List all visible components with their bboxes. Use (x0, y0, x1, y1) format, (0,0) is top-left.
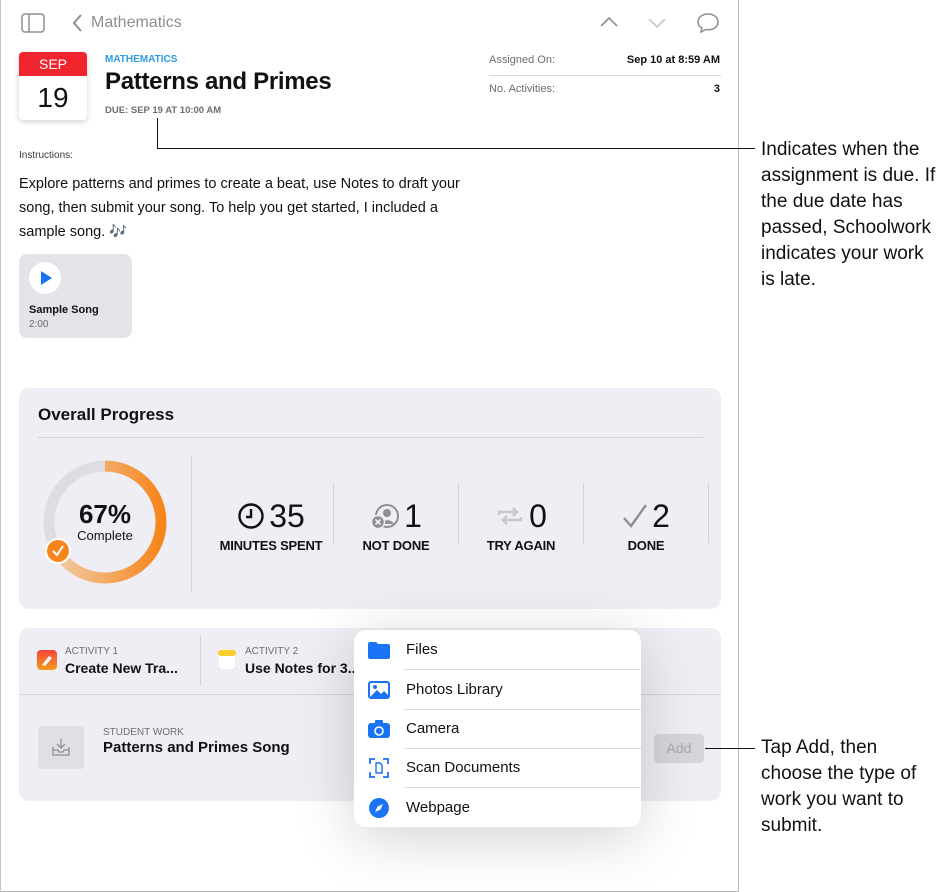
stat-label: DONE (627, 538, 665, 553)
percent-value: 67% (78, 499, 132, 529)
chevron-down-icon[interactable] (647, 17, 667, 29)
progress-title: Overall Progress (38, 405, 175, 424)
back-label: Mathematics (91, 14, 182, 31)
activity-title: Create New Tra... (65, 660, 178, 676)
divider (191, 457, 192, 592)
due-date-text: DUE: SEP 19 AT 10:00 AM (105, 105, 222, 116)
divider (38, 437, 703, 438)
subject-label: MATHEMATICS (105, 54, 178, 65)
repeat-icon (497, 507, 523, 525)
callout-line (157, 118, 159, 149)
divider (489, 75, 721, 76)
callout-add: Tap Add, then choose the type of work yo… (761, 737, 917, 836)
stat-value: 0 (529, 498, 547, 534)
menu-item-camera[interactable]: Camera (354, 709, 641, 748)
activities-count-value: 3 (713, 83, 720, 95)
menu-item-photos-library[interactable]: Photos Library (354, 670, 641, 709)
student-work-title: Patterns and Primes Song (103, 739, 290, 756)
chevron-left-icon (72, 14, 82, 32)
menu-item-webpage[interactable]: Webpage (354, 788, 641, 827)
ipad-screen: Mathematics SEP 19 MATHEMATICS Patterns … (0, 0, 739, 892)
folder-icon (368, 641, 390, 659)
stat-not-done: 1 NOT DONE (334, 498, 458, 553)
chevron-up-icon[interactable] (599, 16, 619, 28)
scan-icon (369, 757, 389, 778)
sidebar-icon[interactable] (21, 13, 45, 33)
menu-item-label: Scan Documents (406, 759, 521, 776)
instructions-label: Instructions: (19, 150, 73, 161)
percent-caption: Complete (77, 528, 133, 543)
notes-icon (218, 650, 236, 670)
stat-try-again: 0 TRY AGAIN (459, 498, 583, 553)
compass-icon (369, 797, 389, 818)
overall-progress-card: Overall Progress 67% Complete 35 MINUTES… (19, 388, 721, 609)
stat-done: 2 DONE (584, 498, 708, 553)
callout-due: Indicates when the assignment is due. If… (761, 139, 936, 290)
progress-ring-fill (43, 460, 167, 584)
person-x-icon (370, 504, 400, 530)
calendar-month: SEP (19, 52, 87, 76)
camera-icon (368, 719, 390, 738)
instructions-text: Explore patterns and primes to create a … (19, 176, 460, 240)
menu-item-scan-documents[interactable]: Scan Documents (354, 748, 641, 787)
inbox-download-icon (52, 739, 70, 756)
divider (200, 636, 201, 686)
sample-song-duration: 2:00 (29, 319, 49, 330)
activity-label: ACTIVITY 1 (65, 646, 119, 657)
assigned-on-value: Sep 10 at 8:59 AM (626, 54, 720, 66)
stat-value: 35 (269, 498, 305, 534)
stat-label: TRY AGAIN (486, 538, 556, 553)
stat-label: MINUTES SPENT (219, 538, 323, 553)
menu-item-label: Photos Library (406, 681, 503, 698)
menu-item-label: Files (406, 641, 438, 658)
activities-count-label: No. Activities: (489, 83, 556, 95)
garageband-icon (37, 650, 57, 670)
back-button[interactable]: Mathematics (72, 13, 182, 33)
checkmark-icon (623, 504, 648, 528)
activity-1[interactable]: ACTIVITY 1 Create New Tra... (19, 628, 199, 694)
play-icon[interactable] (29, 262, 61, 294)
complete-check-icon (45, 538, 71, 564)
activity-label: ACTIVITY 2 (245, 646, 299, 657)
add-work-menu: Files Photos Library Camera Scan Documen… (354, 630, 641, 827)
stats-row: 35 MINUTES SPENT 1 NOT DONE 0 TRY AGAIN … (209, 483, 709, 553)
student-work-label: STUDENT WORK (103, 727, 184, 738)
progress-ring (43, 460, 167, 584)
stat-value: 2 (652, 498, 670, 534)
activity-2[interactable]: ACTIVITY 2 Use Notes for 3... (201, 628, 381, 694)
sample-song-card[interactable]: Sample Song 2:00 (19, 254, 132, 338)
due-date-calendar: SEP 19 (19, 52, 87, 120)
sample-song-title: Sample Song (29, 304, 99, 316)
activity-title: Use Notes for 3... (245, 660, 360, 676)
stat-label: NOT DONE (362, 538, 430, 553)
menu-item-files[interactable]: Files (354, 630, 641, 669)
menu-item-label: Camera (406, 720, 460, 737)
photo-icon (368, 680, 390, 699)
calendar-day: 19 (37, 82, 69, 113)
callout-line (157, 148, 755, 150)
menu-item-label: Webpage (406, 799, 470, 816)
stat-minutes-spent: 35 MINUTES SPENT (209, 498, 333, 553)
clock-icon (238, 503, 264, 529)
comment-icon[interactable] (696, 12, 720, 34)
assigned-on-label: Assigned On: (489, 54, 556, 66)
callout-line (705, 748, 755, 750)
page-title: Patterns and Primes (105, 68, 332, 95)
add-button[interactable]: Add (654, 734, 704, 763)
stat-value: 1 (404, 498, 422, 534)
student-work-thumbnail (38, 726, 84, 769)
